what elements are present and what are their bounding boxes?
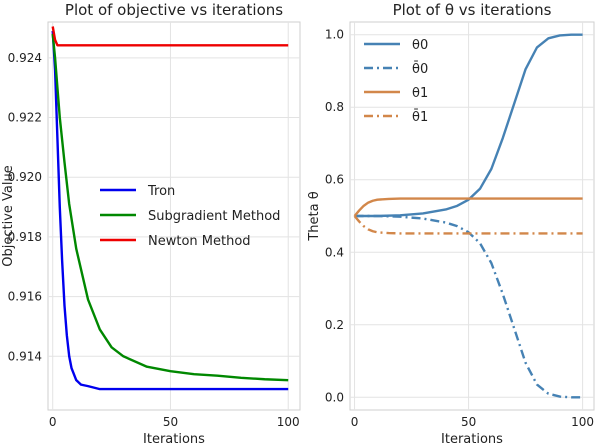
theta-legend: θ0 θ̄0 θ1 θ̄1 [364, 38, 428, 125]
objective-legend: Tron Subgradient Method Newton Method [100, 184, 280, 249]
series-line [354, 33, 583, 218]
series-line [51, 26, 289, 47]
legend-label: θ̄1 [412, 110, 428, 125]
y-tick-label: 0.916 [8, 290, 42, 304]
objective-grid [48, 22, 300, 410]
objective-chart-title: Plot of objective vs iterations [65, 1, 283, 19]
theta-chart: 0 50 100 0.0 0.2 0.4 0.6 0.8 1.0 Plot of θ vs it… [307, 1, 595, 447]
legend-label: θ1 [412, 86, 428, 101]
series-line [353, 215, 583, 235]
theta-chart-title: Plot of θ vs iterations [393, 1, 552, 19]
y-tick-label: 0.920 [8, 170, 42, 184]
legend-label: Subgradient Method [148, 209, 280, 224]
legend-label: θ̄0 [412, 62, 428, 77]
y-tick-label: 0.8 [325, 100, 344, 114]
y-tick-label: 0.0 [325, 390, 344, 404]
theta-grid [350, 22, 594, 410]
y-tick-label: 0.922 [8, 111, 42, 125]
y-tick-label: 0.914 [8, 349, 42, 363]
objective-y-axis-label: Objective Value [1, 165, 16, 266]
objective-series [51, 26, 289, 391]
series-line [354, 214, 583, 399]
objective-chart: 0 50 100 0.914 0.916 0.918 0.920 0.922 0.924 Plo… [1, 1, 301, 447]
legend-label: Tron [147, 184, 175, 199]
series-line [353, 197, 583, 217]
y-tick-label: 0.924 [8, 51, 42, 65]
theta-x-axis-label: Iterations [441, 432, 503, 447]
y-tick-label: 0.6 [325, 173, 344, 187]
y-tick-label: 1.0 [325, 28, 344, 42]
theta-y-axis-label: Theta θ [307, 191, 322, 241]
series-line [51, 33, 289, 382]
objective-plot-area [47, 21, 301, 411]
x-tick-label: 0 [49, 415, 57, 429]
y-tick-label: 0.918 [8, 230, 42, 244]
series-line [51, 30, 289, 391]
objective-ticks: 0 50 100 0.914 0.916 0.918 0.920 0.922 0.924 [8, 51, 300, 429]
objective-x-axis-label: Iterations [143, 432, 205, 447]
theta-plot-area [349, 21, 595, 411]
legend-label: Newton Method [148, 234, 251, 249]
x-tick-label: 50 [461, 415, 476, 429]
theta-ticks: 0 50 100 0.0 0.2 0.4 0.6 0.8 1.0 [325, 28, 594, 429]
x-tick-label: 100 [277, 415, 300, 429]
y-tick-label: 0.4 [325, 245, 344, 259]
x-tick-label: 0 [351, 415, 359, 429]
theta-series [353, 33, 583, 399]
x-tick-label: 100 [571, 415, 594, 429]
y-tick-label: 0.2 [325, 318, 344, 332]
legend-label: θ0 [412, 38, 428, 53]
x-tick-label: 50 [163, 415, 178, 429]
